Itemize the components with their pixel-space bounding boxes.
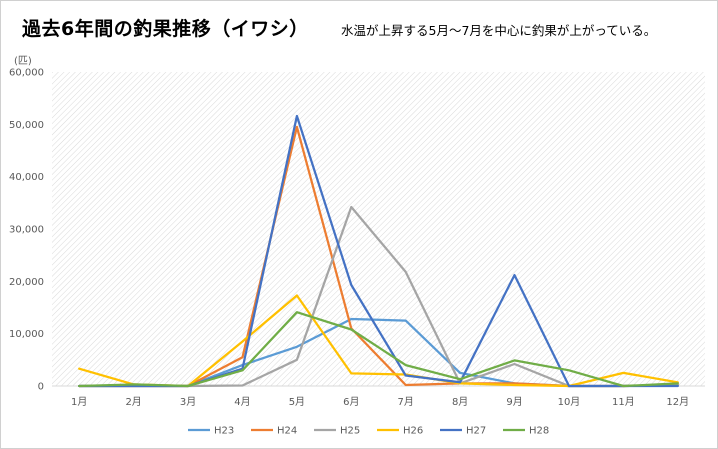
y-axis-unit-label: (匹) (14, 56, 32, 67)
legend-label: H26 (403, 426, 423, 437)
x-tick-label: 3月 (180, 396, 196, 408)
x-axis-ticks: 1月 2月 3月 4月 5月 6月 7月 8月 9月 10月 11月 12月 (71, 396, 689, 408)
y-tick-label: 10,000 (9, 329, 44, 340)
legend-item-h25: H25 (314, 426, 360, 437)
x-tick-label: 7月 (398, 396, 414, 408)
y-tick-label: 60,000 (9, 68, 44, 79)
x-tick-label: 6月 (343, 396, 359, 408)
legend: H23 H24 H25 H26 H27 H28 (188, 426, 549, 437)
x-tick-label: 11月 (612, 396, 635, 408)
y-tick-label: 0 (38, 382, 44, 393)
legend-label: H25 (340, 426, 360, 437)
x-tick-label: 12月 (666, 396, 689, 408)
series-lines (78, 114, 679, 388)
plot-area (52, 72, 705, 386)
y-tick-label: 40,000 (9, 172, 44, 183)
x-tick-label: 5月 (289, 396, 305, 408)
x-tick-label: 4月 (234, 396, 250, 408)
x-tick-label: 2月 (125, 396, 141, 408)
legend-item-h24: H24 (251, 426, 297, 437)
legend-item-h28: H28 (503, 426, 549, 437)
series-line-h28 (78, 311, 679, 388)
y-tick-label: 30,000 (9, 225, 44, 236)
y-tick-label: 50,000 (9, 120, 44, 131)
legend-label: H24 (277, 426, 297, 437)
chart-title: 過去6年間の釣果推移（イワシ） (22, 18, 309, 40)
legend-item-h27: H27 (440, 426, 486, 437)
x-tick-label: 1月 (71, 396, 87, 408)
x-tick-label: 9月 (506, 396, 522, 408)
legend-label: H28 (529, 426, 549, 437)
legend-item-h23: H23 (188, 426, 234, 437)
legend-label: H23 (214, 426, 234, 437)
y-tick-label: 20,000 (9, 277, 44, 288)
chart-subtitle: 水温が上昇する5月～7月を中心に釣果が上がっている。 (341, 23, 657, 38)
legend-item-h26: H26 (377, 426, 423, 437)
x-tick-label: 10月 (558, 396, 581, 408)
legend-label: H27 (466, 426, 486, 437)
x-tick-label: 8月 (452, 396, 468, 408)
